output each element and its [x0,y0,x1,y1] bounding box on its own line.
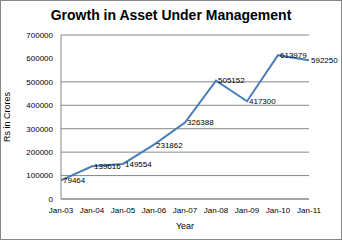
svg-text:500000: 500000 [26,78,53,87]
svg-text:Jan-07: Jan-07 [173,206,198,215]
svg-text:700000: 700000 [26,31,53,40]
svg-text:Jan-03: Jan-03 [49,206,74,215]
svg-text:505152: 505152 [218,76,245,85]
svg-text:Jan-04: Jan-04 [80,206,105,215]
html-text:Growth in Asset Under Manageme: Growth in Asset Under Management [50,7,292,23]
svg-text:Jan-06: Jan-06 [142,206,167,215]
svg-text:100000: 100000 [26,171,53,180]
svg-text:613979: 613979 [280,51,307,60]
svg-text:Jan-10: Jan-10 [266,206,291,215]
svg-text:Jan-09: Jan-09 [235,206,260,215]
svg-text:Jan-08: Jan-08 [204,206,229,215]
svg-text:139616: 139616 [94,162,121,171]
svg-text:Rs in Crores: Rs in Crores [8,91,12,142]
svg-text:79464: 79464 [63,176,86,185]
svg-text:592250: 592250 [311,56,334,65]
svg-text:600000: 600000 [26,54,53,63]
svg-text:300000: 300000 [26,125,53,134]
svg-text:0: 0 [49,195,54,204]
svg-text:326388: 326388 [187,118,214,127]
svg-text:200000: 200000 [26,148,53,157]
svg-text:231862: 231862 [156,141,183,150]
svg-text:149554: 149554 [125,160,152,169]
svg-text:Year: Year [176,221,194,231]
svg-text:417300: 417300 [249,97,276,106]
svg-text:Jan-11: Jan-11 [297,206,321,215]
svg-text:400000: 400000 [26,101,53,110]
svg-text:Jan-05: Jan-05 [111,206,136,215]
